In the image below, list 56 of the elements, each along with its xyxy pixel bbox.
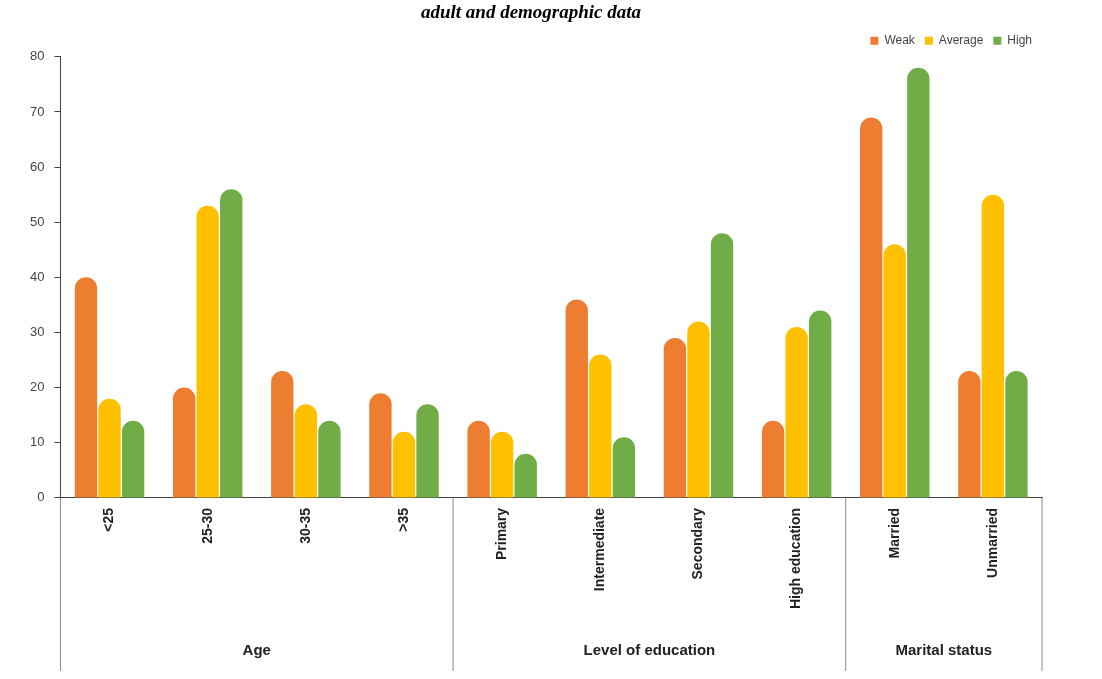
x-tick-label: 30-35 [296, 507, 313, 544]
text: Age [242, 641, 271, 659]
y-tick-label: 30 [29, 324, 45, 340]
bar [392, 431, 416, 498]
y-tick-label: 80 [29, 48, 45, 64]
legend-label: High [1007, 33, 1033, 48]
bar [565, 299, 588, 498]
bar [318, 420, 341, 498]
bar [490, 431, 514, 498]
legend-label: Weak [884, 33, 916, 48]
bar [514, 453, 537, 498]
x-tick-label: Married [885, 507, 902, 559]
bar [612, 437, 636, 498]
bar [808, 310, 832, 498]
text: Marital status [895, 641, 993, 659]
x-tick-label: High education [787, 507, 804, 610]
y-tick-label: 50 [29, 213, 45, 229]
x-tick-label: Primary [493, 507, 510, 561]
bar [172, 387, 196, 498]
bar [589, 354, 612, 498]
chart-title: adult and demographic data [420, 1, 642, 23]
bar [416, 404, 439, 498]
bar [369, 393, 392, 498]
bar [271, 371, 294, 498]
bar [761, 420, 785, 498]
y-tick-label: 40 [29, 268, 45, 284]
x-tick-label: <25 [100, 507, 117, 532]
x-tick-label: Intermediate [591, 507, 608, 592]
bar [121, 420, 145, 498]
y-tick-label: 10 [29, 434, 45, 450]
bar [294, 404, 318, 498]
x-tick-label: Unmarried [983, 507, 1000, 578]
bar [1005, 371, 1028, 498]
y-tick-label: 20 [29, 379, 45, 395]
x-tick-label: Secondary [689, 507, 706, 580]
bar [663, 338, 687, 498]
bar [883, 244, 906, 498]
bar [687, 321, 710, 498]
bar [220, 189, 243, 498]
y-tick-label: 60 [29, 158, 45, 174]
bar [196, 205, 219, 498]
y-tick-label: 70 [29, 103, 45, 119]
bar [74, 277, 98, 498]
bar [98, 398, 121, 498]
bar [860, 117, 883, 498]
legend-label: Average [938, 33, 984, 48]
x-tick-label: >35 [394, 507, 411, 532]
text: Level of education [583, 641, 716, 659]
x-tick-label: 25-30 [198, 507, 215, 544]
bar [785, 326, 808, 498]
bar [467, 420, 490, 498]
bar [981, 194, 1005, 498]
bar [907, 67, 930, 498]
bar [710, 233, 734, 498]
y-tick-label: 0 [37, 489, 45, 505]
bar [958, 371, 981, 498]
